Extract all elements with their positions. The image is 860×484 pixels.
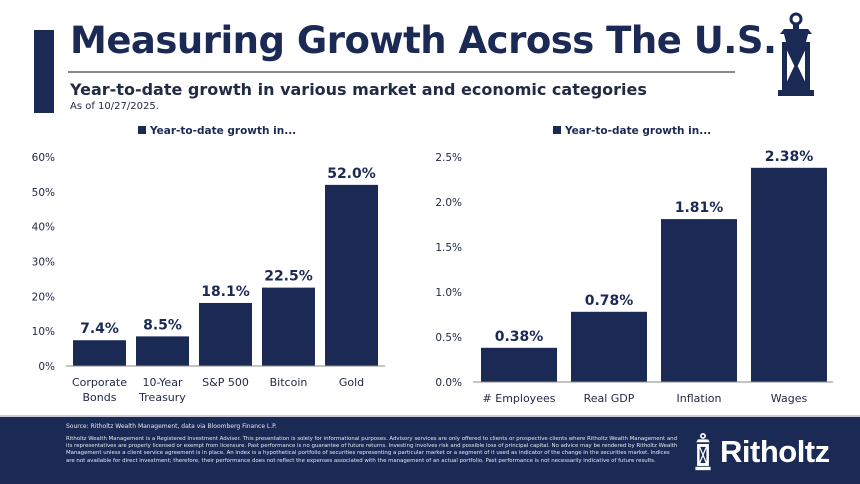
left-ytick-label: 50% xyxy=(32,187,55,199)
brand-logo: Ritholtz xyxy=(692,432,830,472)
left-ytick-label: 30% xyxy=(32,257,55,269)
right-ytick-label: 1.0% xyxy=(435,287,462,299)
right-bar-3 xyxy=(751,167,827,382)
left-bar-0 xyxy=(73,340,126,366)
lantern-icon xyxy=(695,433,711,471)
left-data-label-0: 7.4% xyxy=(80,321,119,337)
title-divider xyxy=(68,71,735,73)
left-bar-3 xyxy=(262,287,315,366)
left-data-label-3: 22.5% xyxy=(264,269,313,285)
left-category-label-2: S&P 500 xyxy=(202,376,249,389)
right-legend-swatch xyxy=(553,126,561,134)
right-data-label-1: 0.78% xyxy=(585,293,634,309)
left-ytick-label: 0% xyxy=(38,361,55,373)
left-category-label-1: Treasury xyxy=(138,391,186,404)
right-data-label-2: 1.81% xyxy=(675,200,724,216)
right-category-label-0: # Employees xyxy=(483,392,556,405)
left-category-label-3: Bitcoin xyxy=(270,376,308,389)
right-bar-2 xyxy=(661,219,737,382)
right-bar-1 xyxy=(571,311,647,382)
page-title: Measuring Growth Across The U.S. xyxy=(70,19,777,62)
right-data-label-3: 2.38% xyxy=(765,149,814,165)
left-ytick-label: 40% xyxy=(32,222,55,234)
left-legend-label: Year-to-date growth in... xyxy=(149,125,296,137)
right-data-label-0: 0.38% xyxy=(495,329,544,345)
source-note: Source: Ritholtz Wealth Management, data… xyxy=(66,423,277,430)
title-accent-bar xyxy=(34,30,54,113)
right-bar-0 xyxy=(481,347,557,382)
left-bar-1 xyxy=(136,336,189,366)
left-ytick-label: 20% xyxy=(32,291,55,303)
left-ytick-label: 10% xyxy=(32,326,55,338)
brand-name: Ritholtz xyxy=(720,434,830,469)
right-ytick-label: 1.5% xyxy=(435,242,462,254)
page-subtitle: Year-to-date growth in various market an… xyxy=(70,80,647,99)
right-ytick-label: 2.5% xyxy=(435,152,462,164)
as-of-date: As of 10/27/2025. xyxy=(70,101,159,112)
left-ytick-label: 60% xyxy=(32,152,55,164)
left-bar-4 xyxy=(325,184,378,366)
right-ytick-label: 2.0% xyxy=(435,197,462,209)
left-data-label-2: 18.1% xyxy=(201,284,250,300)
footer xyxy=(0,417,860,484)
right-legend-label: Year-to-date growth in... xyxy=(564,125,711,137)
charts-canvas: Year-to-date growth in... 0% 10% 20% 30% 40% 5… xyxy=(32,125,833,405)
right-category-label-1: Real GDP xyxy=(584,392,635,405)
left-legend-swatch xyxy=(138,126,146,134)
left-bar-2 xyxy=(199,302,252,366)
disclaimer-text: Ritholtz Wealth Management is a Register… xyxy=(66,436,678,464)
left-category-label-1: 10-Year xyxy=(143,376,183,389)
right-ytick-label: 0.0% xyxy=(435,377,462,389)
right-category-label-3: Wages xyxy=(771,392,808,405)
right-category-label-2: Inflation xyxy=(677,392,722,405)
right-ytick-label: 0.5% xyxy=(435,332,462,344)
left-category-label-0: Bonds xyxy=(83,391,117,404)
left-category-label-0: Corporate xyxy=(72,376,127,389)
left-category-label-4: Gold xyxy=(339,376,364,389)
left-data-label-1: 8.5% xyxy=(143,317,182,333)
footer-divider xyxy=(0,415,860,417)
left-data-label-4: 52.0% xyxy=(327,166,376,182)
lantern-icon xyxy=(778,12,814,96)
